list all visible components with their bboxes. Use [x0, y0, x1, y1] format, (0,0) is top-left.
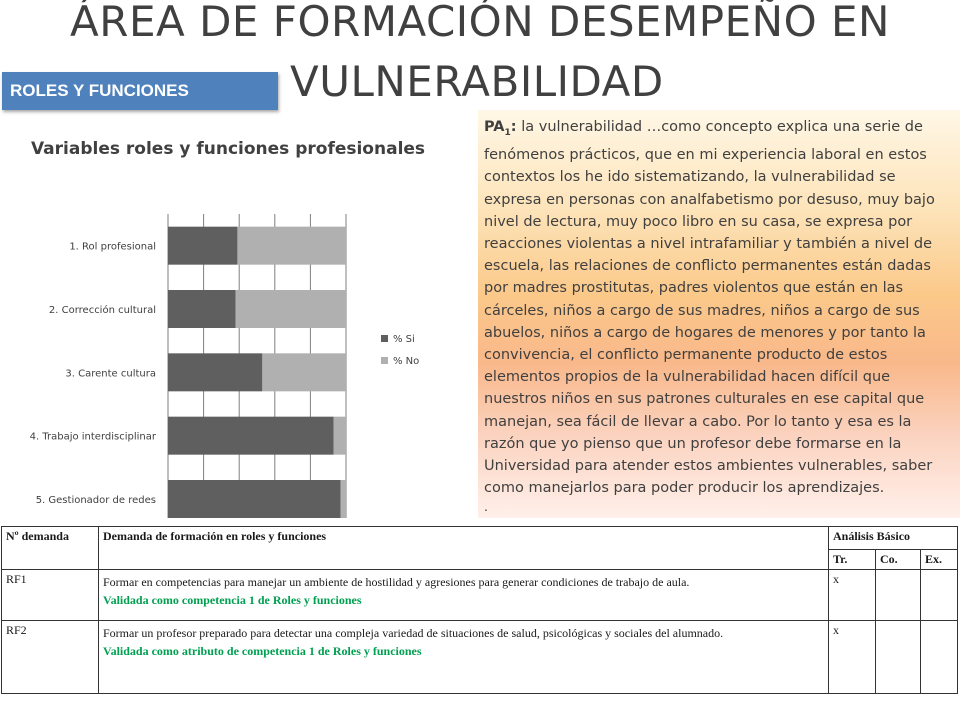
demand-table: Nº demanda Demanda de formación en roles…: [1, 526, 958, 694]
row-tr: x: [828, 620, 876, 694]
quote-body: la vulnerabilidad …como concepto explica…: [484, 119, 935, 497]
bar-si: [168, 226, 238, 265]
bar-si: [168, 290, 236, 328]
table-row: RF2 Formar un profesor preparado para de…: [1, 620, 958, 694]
header-demand: Demanda de formación en roles y funcione…: [98, 526, 829, 570]
quote-text: PA1: la vulnerabilidad …como concepto ex…: [484, 116, 954, 499]
bar-no: [340, 480, 346, 518]
quote-trailing-dot: .: [484, 498, 488, 514]
category-label: 3. Carente cultura: [65, 368, 156, 379]
header-num: Nº demanda: [1, 526, 99, 570]
quote-background: [478, 110, 960, 518]
row-validation: Validada como atributo de competencia 1 …: [103, 644, 422, 658]
row-tr: x: [828, 569, 876, 621]
category-label: 4. Trabajo interdisciplinar: [30, 432, 157, 443]
category-label: 2. Corrección cultural: [49, 304, 156, 316]
legend-swatch: [381, 335, 388, 342]
slide-title-line1: ÁREA DE FORMACIÓN DESEMPEÑO EN: [70, 0, 890, 46]
row-ex: [920, 569, 958, 621]
table-row: RF1 Formar en competencias para manejar …: [1, 569, 958, 621]
quote-speaker: PA1:: [484, 119, 517, 138]
chart-title: Variables roles y funciones profesionale…: [30, 139, 426, 159]
row-text: Formar en competencias para manejar un a…: [103, 575, 690, 589]
row-ex: [920, 620, 958, 694]
bar-no: [333, 416, 346, 455]
category-label: 5. Gestionador de redes: [36, 495, 156, 506]
row-id: RF1: [1, 569, 99, 621]
header-ex: Ex.: [920, 549, 958, 570]
row-demand: Formar en competencias para manejar un a…: [98, 569, 829, 621]
roles-badge: ROLES Y FUNCIONES: [2, 72, 278, 110]
row-demand: Formar un profesor preparado para detect…: [98, 620, 829, 694]
bar-si: [168, 353, 263, 392]
row-id: RF2: [1, 620, 99, 694]
bar-si: [168, 480, 341, 518]
header-co: Co.: [875, 549, 921, 570]
category-label: 1. Rol profesional: [69, 242, 156, 253]
row-co: [875, 569, 921, 621]
legend-label: % No: [393, 356, 419, 367]
table-header-row: Nº demanda Demanda de formación en roles…: [1, 526, 958, 570]
row-co: [875, 620, 921, 694]
slide-title-line2: VULNERABILIDAD: [290, 57, 664, 106]
row-validation: Validada como competencia 1 de Roles y f…: [103, 593, 362, 607]
table-subheader-row: Tr. Co. Ex.: [2, 549, 958, 570]
bar-si: [168, 416, 334, 455]
bar-no: [237, 226, 346, 265]
chart-panel: Variables roles y funciones profesionale…: [0, 122, 470, 518]
row-text: Formar un profesor preparado para detect…: [103, 626, 724, 640]
legend-swatch: [381, 357, 388, 364]
header-analysis: Análisis Básico: [828, 526, 958, 550]
bar-no: [235, 290, 346, 328]
header-tr: Tr.: [828, 549, 876, 570]
legend-label: % Si: [393, 334, 415, 345]
bar-no: [262, 353, 346, 392]
